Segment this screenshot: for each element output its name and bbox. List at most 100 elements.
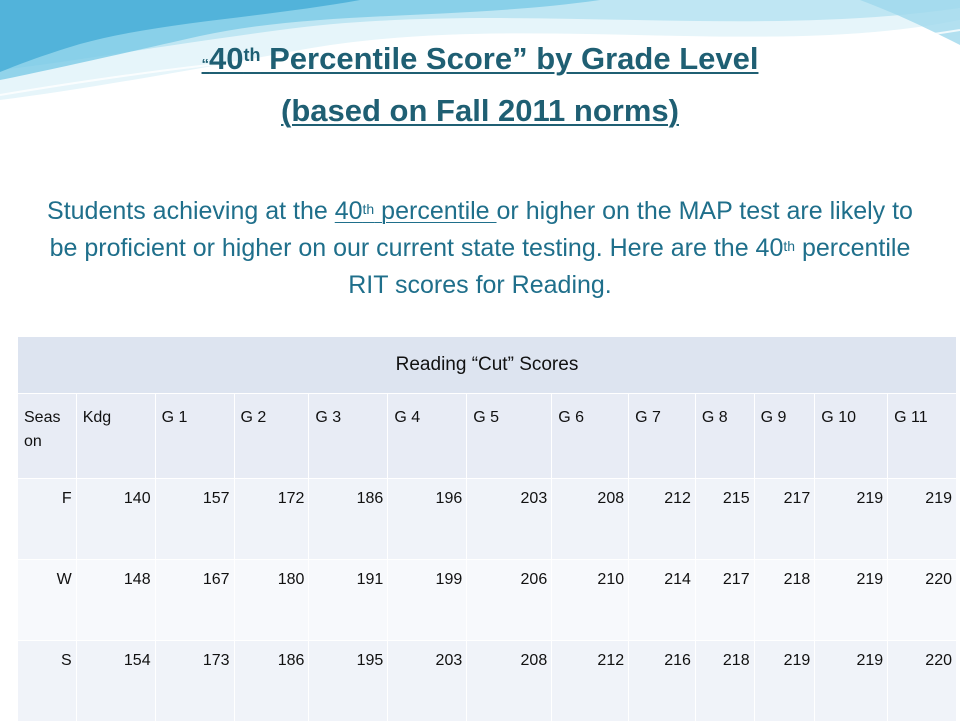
column-header: G 11 xyxy=(887,393,957,479)
percentile-link-text: percentile xyxy=(374,197,497,225)
column-header: G 7 xyxy=(628,393,696,479)
score-cell: 216 xyxy=(628,640,696,722)
score-value: 206 xyxy=(520,571,548,588)
score-value: 154 xyxy=(123,652,151,669)
score-value: 219 xyxy=(856,652,884,669)
score-cell: 172 xyxy=(233,478,310,560)
score-cell: 173 xyxy=(154,640,235,722)
percentile-link-ordinal: th xyxy=(362,201,375,217)
percentile-link: 40th percentile xyxy=(335,197,497,225)
score-cell: 210 xyxy=(551,559,630,641)
score-value: 218 xyxy=(722,652,750,669)
score-cell: 208 xyxy=(466,640,553,722)
score-cell: 217 xyxy=(753,478,816,560)
score-cell: 208 xyxy=(551,478,630,560)
reading-cut-scores-table: Reading “Cut” Scores Seas on Kdg G 1 G 2 G 3… xyxy=(17,336,957,722)
table-row-spring: S 154 173 186 195 203 208 212 216 218 219 219 220 xyxy=(17,640,957,722)
score-cell: 214 xyxy=(628,559,696,641)
column-header: Seas on xyxy=(17,393,77,479)
score-cell: 219 xyxy=(753,640,816,722)
score-value: 186 xyxy=(356,490,384,507)
score-cell: 148 xyxy=(75,559,156,641)
score-value: 214 xyxy=(664,571,691,588)
column-header-label: G 9 xyxy=(760,409,787,426)
title-rest: Percentile Score” by Grade Level xyxy=(260,41,759,76)
column-header: G 2 xyxy=(233,393,310,479)
column-header-label: G 3 xyxy=(315,409,342,426)
decorative-wave-background xyxy=(0,0,960,100)
score-value: 212 xyxy=(664,490,691,507)
column-header: G 3 xyxy=(308,393,389,479)
score-value: 199 xyxy=(435,571,463,588)
table-header-row: Seas on Kdg G 1 G 2 G 3 G 4 G 5 G 6 G 7 G 8 G 9 G 1… xyxy=(17,393,957,479)
table-row-winter: W 148 167 180 191 199 206 210 214 217 218 219 220 xyxy=(17,559,957,641)
score-value: 195 xyxy=(356,652,384,669)
season-label: W xyxy=(56,571,72,588)
season-label: S xyxy=(61,652,72,669)
season-cell: W xyxy=(17,559,77,641)
score-cell: 218 xyxy=(753,559,816,641)
column-header: G 5 xyxy=(466,393,553,479)
score-value: 203 xyxy=(435,652,463,669)
score-cell: 212 xyxy=(551,640,630,722)
score-value: 210 xyxy=(597,571,625,588)
score-cell: 195 xyxy=(308,640,389,722)
score-value: 191 xyxy=(356,571,384,588)
score-cell: 180 xyxy=(233,559,310,641)
column-header: G 6 xyxy=(551,393,630,479)
score-value: 217 xyxy=(722,571,750,588)
column-header-label: G 7 xyxy=(635,409,661,426)
title-line-1: “40th Percentile Score” by Grade Level xyxy=(0,36,960,88)
column-header-label: Seas on xyxy=(24,409,61,450)
season-label: F xyxy=(61,490,72,507)
column-header: G 4 xyxy=(387,393,468,479)
intro-text-2: or higher on the MAP test are likely to … xyxy=(49,197,913,262)
intro-text-1: Students achieving at the xyxy=(47,197,335,225)
table-row-fall: F 140 157 172 186 196 203 208 212 215 217 219 219 xyxy=(17,478,957,560)
score-value: 219 xyxy=(856,490,884,507)
title-open-quote: “ xyxy=(201,56,210,73)
score-cell: 219 xyxy=(887,478,957,560)
column-header-label: G 4 xyxy=(394,409,421,426)
score-cell: 219 xyxy=(814,559,889,641)
score-value: 217 xyxy=(783,490,811,507)
score-cell: 219 xyxy=(814,640,889,722)
score-value: 219 xyxy=(783,652,811,669)
score-value: 208 xyxy=(597,490,625,507)
column-header-label: Kdg xyxy=(82,409,112,426)
score-value: 196 xyxy=(435,490,463,507)
column-header-label: G 1 xyxy=(161,409,188,426)
score-value: 208 xyxy=(520,652,548,669)
season-cell: S xyxy=(17,640,77,722)
score-cell: 219 xyxy=(814,478,889,560)
title-line-2: (based on Fall 2011 norms) xyxy=(281,93,679,128)
column-header-label: G 5 xyxy=(473,409,500,426)
percentile-link-number: 40 xyxy=(334,197,363,225)
score-cell: 186 xyxy=(308,478,389,560)
score-cell: 199 xyxy=(387,559,468,641)
score-value: 218 xyxy=(783,571,811,588)
column-header: Kdg xyxy=(75,393,156,479)
score-cell: 217 xyxy=(694,559,755,641)
score-value: 220 xyxy=(925,571,952,588)
score-cell: 220 xyxy=(887,640,957,722)
intro-paragraph: Students achieving at the 40th percentil… xyxy=(40,193,920,304)
score-cell: 203 xyxy=(466,478,553,560)
score-value: 140 xyxy=(123,490,151,507)
score-cell: 218 xyxy=(694,640,755,722)
score-value: 215 xyxy=(722,490,750,507)
column-header-label: G 11 xyxy=(894,409,928,426)
score-value: 216 xyxy=(664,652,691,669)
column-header-label: G 10 xyxy=(821,409,856,426)
column-header: G 9 xyxy=(753,393,816,479)
score-cell: 154 xyxy=(75,640,156,722)
score-value: 157 xyxy=(202,490,230,507)
title-number: 40 xyxy=(209,41,244,76)
column-header-label: G 2 xyxy=(240,409,267,426)
score-cell: 157 xyxy=(154,478,235,560)
intro-ordinal: th xyxy=(783,238,796,254)
score-value: 186 xyxy=(277,652,305,669)
column-header-label: G 8 xyxy=(701,409,728,426)
score-cell: 191 xyxy=(308,559,389,641)
